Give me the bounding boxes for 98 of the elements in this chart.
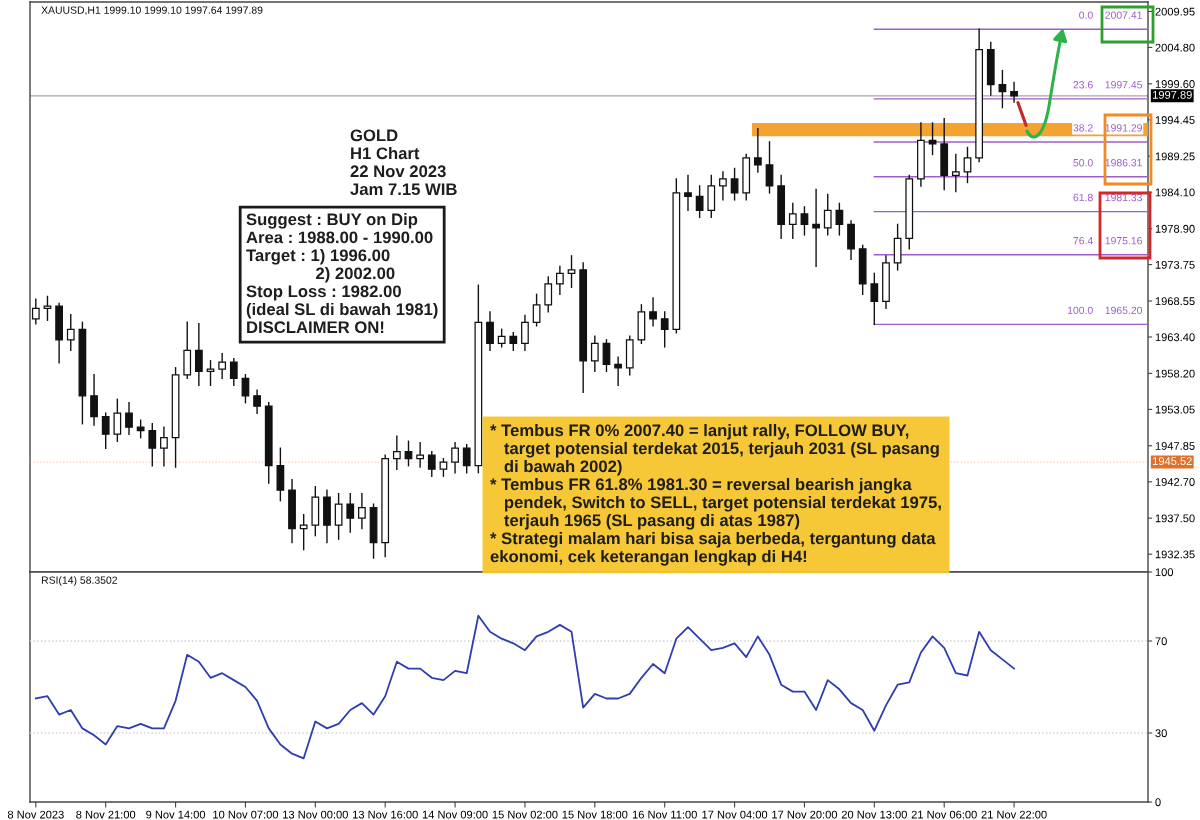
x-tick-label: 17 Nov 04:00	[702, 810, 768, 819]
candlestick	[462, 444, 471, 474]
candlestick	[835, 202, 844, 236]
y-tick-label: 1999.60	[1155, 80, 1195, 88]
y-tick-label: 1973.75	[1155, 260, 1195, 269]
candlestick	[90, 374, 98, 426]
candlestick	[788, 202, 797, 240]
candlestick	[218, 353, 227, 379]
chart-title: XAUUSD,H1 1999.10 1999.10 1997.64 1997.89	[41, 6, 263, 16]
candlestick	[590, 335, 599, 372]
candlestick	[229, 357, 238, 386]
y-tick-label: 70	[1155, 637, 1167, 646]
candlestick	[1010, 81, 1018, 103]
candlestick	[684, 174, 692, 212]
candlestick	[870, 272, 879, 326]
x-tick-label: 10 Nov 07:00	[213, 810, 279, 819]
ref-line-label: 0.0 2007.41	[1079, 11, 1142, 19]
y-tick-label: 2004.80	[1155, 43, 1195, 52]
x-tick-label: 17 Nov 20:00	[772, 810, 838, 819]
chart-title: RSI(14) 58.3502	[41, 576, 118, 586]
ref-line-label: 23.6 1997.45	[1073, 81, 1143, 89]
ref-line-label: 50.0 1986.31	[1073, 159, 1142, 167]
candlestick	[253, 389, 261, 414]
candlestick	[730, 167, 739, 201]
candlestick	[555, 265, 564, 296]
candlestick	[567, 255, 576, 289]
x-tick-label: 14 Nov 09:00	[422, 810, 488, 819]
candlestick	[299, 513, 308, 551]
y-tick-label: 1958.20	[1155, 369, 1195, 378]
x-tick-label: 15 Nov 18:00	[562, 810, 628, 819]
candlestick	[765, 141, 774, 194]
y-tick-label: 1963.40	[1155, 333, 1195, 342]
y-tick-label: 100	[1155, 568, 1174, 577]
x-tick-label: 20 Nov 13:00	[841, 810, 907, 819]
y-tick-label: 1932.35	[1155, 550, 1195, 559]
ref-line-label: 1945.52	[1153, 457, 1192, 466]
candlestick	[160, 426, 168, 467]
candlestick	[66, 313, 75, 351]
candlestick	[101, 412, 110, 449]
candlestick	[113, 398, 122, 442]
ref-line-label: 61.8 1981.33	[1073, 193, 1142, 202]
line-series	[34, 614, 1015, 760]
candlestick	[963, 146, 972, 184]
x-tick-label: 13 Nov 00:00	[283, 810, 348, 819]
y-tick-label: 1947.85	[1155, 442, 1195, 450]
candlestick	[532, 293, 541, 327]
x-tick-label: 9 Nov 14:00	[146, 810, 206, 819]
y-tick-label: 1989.25	[1155, 152, 1195, 161]
candlestick	[928, 122, 937, 156]
x-tick-label: 8 Nov 2023	[7, 810, 64, 819]
x-tick-label: 15 Nov 02:00	[492, 810, 558, 819]
candlestick	[521, 314, 529, 351]
annotation: * Tembus FR 0% 2007.40 = lanjut rally, FOLLOW BUY, target potensial terdekat 2015, terjauh 2031 (SL pasang di bawah 2002) * Tembus FR 61.8% 1981.30 = reversal bearish jangka pendek, Switch to SELL, target potensial terdekat 1975, terjauh 1965 (SL pasang di atas 1987) * Strategi malam hari bisa saja berbeda, tergantung data ekonomi, cek keterangan lengkap di H4!	[490, 424, 941, 566]
ref-line-label: 100.0 1965.20	[1067, 306, 1143, 315]
candlestick	[427, 451, 436, 477]
candlestick	[602, 339, 611, 372]
y-tick-label: 1994.45	[1155, 116, 1195, 124]
y-tick-label: 1953.05	[1155, 405, 1195, 414]
candlestick	[800, 206, 809, 236]
candlestick	[614, 356, 623, 386]
y-tick-label: 1968.55	[1155, 297, 1195, 306]
annotation: Suggest : BUY on Dip Area : 1988.00 - 1990.00 Target : 1) 1996.00 2) 2002.00 Stop Loss : 1982.00 (ideal SL di bawah 1981) DISCLAIMER ON!	[246, 213, 438, 334]
candlestick	[951, 153, 960, 193]
candlestick	[544, 276, 553, 313]
candlestick	[649, 297, 657, 327]
candlestick	[660, 311, 669, 348]
y-tick-label: 0	[1155, 798, 1161, 807]
y-tick-label: 1942.70	[1155, 478, 1195, 486]
ref-line-label: 38.2 1991.29	[1073, 124, 1142, 132]
candlestick	[486, 311, 494, 351]
candlestick	[125, 402, 133, 435]
candlestick	[148, 423, 157, 467]
candlestick	[823, 193, 832, 236]
candlestick	[695, 185, 704, 219]
candlestick	[416, 441, 425, 468]
candlestick	[451, 441, 459, 474]
y-tick-label: 2009.95	[1155, 7, 1195, 16]
candlestick	[753, 127, 762, 173]
x-tick-label: 16 Nov 11:00	[632, 810, 697, 819]
y-tick-label: 1937.50	[1155, 514, 1195, 523]
candlestick	[719, 171, 727, 201]
annotation: GOLD H1 Chart 22 Nov 2023 Jam 7.15 WIB	[350, 129, 457, 196]
x-tick-label: 21 Nov 06:00	[911, 810, 977, 819]
y-tick-label: 1984.10	[1155, 188, 1195, 197]
candlestick	[392, 435, 401, 470]
candlestick	[346, 492, 355, 533]
y-tick-label: 30	[1155, 729, 1167, 738]
candlestick	[334, 492, 343, 540]
ref-line-label: 76.4 1975.16	[1073, 236, 1142, 245]
ref-line-label: 1997.89	[1153, 90, 1192, 99]
candlestick	[358, 492, 366, 530]
candlestick	[31, 298, 40, 325]
y-tick-label: 1978.90	[1155, 224, 1195, 233]
x-tick-label: 13 Nov 16:00	[353, 810, 418, 819]
candlestick	[812, 188, 820, 268]
x-tick-label: 8 Nov 21:00	[76, 810, 136, 819]
candlestick	[194, 323, 203, 386]
x-tick-label: 21 Nov 22:00	[981, 810, 1047, 819]
